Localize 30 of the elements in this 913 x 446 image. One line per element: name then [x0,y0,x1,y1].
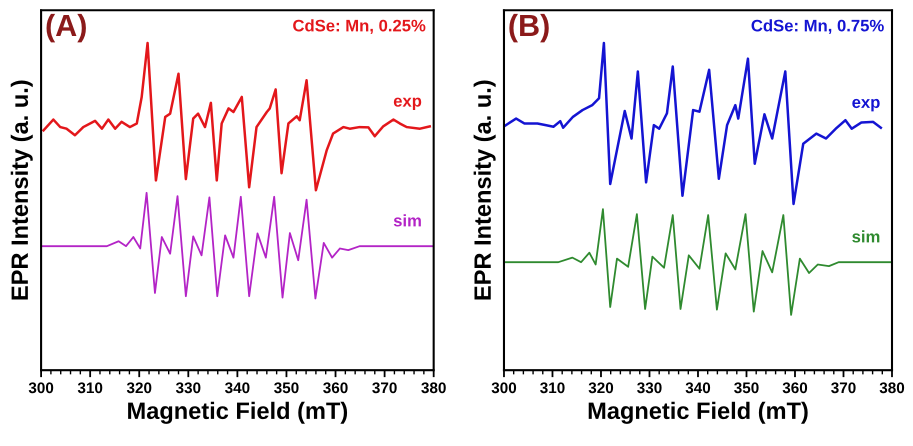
series-label: sim [852,230,880,243]
x-tick-label: 360 [323,382,348,394]
chart-subtitle: CdSe: Mn, 0.75% [752,19,884,34]
series-label: sim [394,214,421,227]
x-tick-label: 330 [176,382,200,394]
x-tick-label: 380 [421,382,446,394]
x-tick-label: 370 [831,382,856,394]
x-tick-label: 340 [686,382,710,394]
y-axis-title: EPR Intensity (a. u.) [474,80,496,300]
y-axis-title: EPR Intensity (a. u.) [10,80,33,300]
x-tick-label: 320 [588,382,614,394]
x-tick-label: 340 [224,382,250,394]
x-tick-label: 310 [78,382,102,394]
x-tick-label: 350 [274,382,299,394]
x-axis-title: Magnetic Field (mT) [128,402,348,424]
chart-title: (B) [509,14,549,42]
x-tick-label: 330 [637,382,662,394]
chart-title: (A) [46,14,86,42]
x-tick-label: 380 [880,382,904,394]
series-label: exp [394,98,422,110]
x-tick-label: 320 [126,382,152,394]
x-axis-title: Magnetic Field (mT) [588,402,808,424]
x-tick-label: 300 [492,382,516,394]
series-label: exp [852,98,880,112]
x-tick-label: 310 [540,382,565,394]
x-tick-label: 300 [28,382,54,394]
x-tick-label: 370 [372,382,397,394]
chart-subtitle: CdSe: Mn, 0.25% [293,19,426,34]
x-tick-label: 350 [734,382,759,394]
x-tick-label: 360 [782,382,808,394]
